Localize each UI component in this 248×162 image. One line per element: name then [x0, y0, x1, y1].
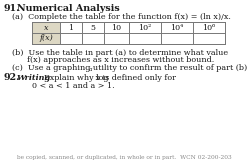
Text: Numerical Analysis: Numerical Analysis — [17, 4, 120, 13]
Text: x is defined only for: x is defined only for — [93, 74, 176, 81]
Text: 1: 1 — [68, 23, 74, 31]
Text: (c)  Use a graphing utility to confirm the result of part (b).: (c) Use a graphing utility to confirm th… — [12, 64, 248, 73]
Text: (b)  Use the table in part (a) to determine what value: (b) Use the table in part (a) to determi… — [12, 49, 228, 57]
Text: Explain why log: Explain why log — [39, 74, 109, 81]
Bar — [32, 33, 60, 44]
Text: Writing: Writing — [17, 74, 51, 81]
Text: f(x): f(x) — [39, 35, 53, 42]
Text: (a)  Complete the table for the function f(x) = (ln x)/x.: (a) Complete the table for the function … — [12, 13, 231, 21]
Text: 10²: 10² — [138, 23, 152, 31]
Text: 92.: 92. — [3, 74, 20, 82]
Text: x: x — [44, 23, 48, 31]
Text: 10⁴: 10⁴ — [170, 23, 184, 31]
Text: a: a — [89, 67, 93, 72]
Text: 10⁶: 10⁶ — [202, 23, 216, 31]
Text: be copied, scanned, or duplicated, in whole or in part.  WCN 02-200-203: be copied, scanned, or duplicated, in wh… — [17, 155, 231, 160]
Text: 10: 10 — [111, 23, 122, 31]
Text: 91.: 91. — [3, 4, 20, 13]
Bar — [32, 22, 225, 44]
Text: f(x) approaches as x increases without bound.: f(x) approaches as x increases without b… — [12, 57, 214, 64]
Bar — [32, 22, 60, 33]
Text: 0 < a < 1 and a > 1.: 0 < a < 1 and a > 1. — [17, 81, 115, 89]
Text: 5: 5 — [91, 23, 95, 31]
